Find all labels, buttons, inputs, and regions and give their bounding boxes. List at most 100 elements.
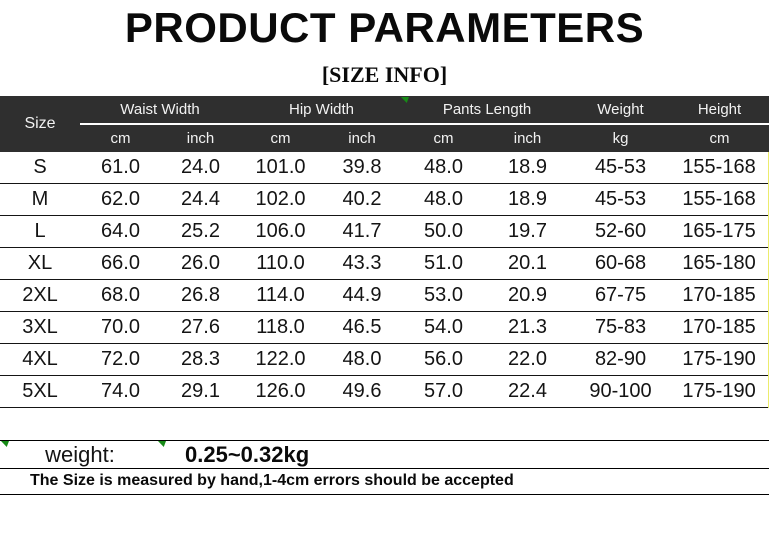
- size-table: Size Waist Width Hip Width Pants Length …: [0, 96, 769, 408]
- table-row: L 64.0 25.2 106.0 41.7 50.0 19.7 52-60 165-175: [0, 215, 769, 248]
- unit-header-pants-cm: cm: [403, 124, 485, 152]
- value-cell: 24.4: [161, 183, 241, 216]
- value-cell: 22.0: [484, 343, 572, 376]
- table-body: S 61.0 24.0 101.0 39.8 48.0 18.9 45-53 155-168 M 6…: [0, 152, 769, 408]
- value-cell: 72.0: [80, 343, 161, 376]
- value-cell: 53.0: [403, 279, 485, 312]
- value-cell: 82-90: [571, 343, 671, 376]
- value-cell: 18.9: [484, 152, 572, 184]
- table-header: Size Waist Width Hip Width Pants Length …: [0, 96, 769, 152]
- table-row: M 62.0 24.4 102.0 40.2 48.0 18.9 45-53 155-168: [0, 183, 769, 216]
- size-cell: 4XL: [0, 343, 80, 376]
- table-row: 5XL 74.0 29.1 126.0 49.6 57.0 22.4 90-100 175-19…: [0, 375, 769, 408]
- size-cell: M: [0, 183, 80, 216]
- value-cell: 170-185: [670, 311, 769, 344]
- value-cell: 51.0: [403, 247, 485, 280]
- value-cell: 114.0: [240, 279, 322, 312]
- value-cell: 170-185: [670, 279, 769, 312]
- value-cell: 20.9: [484, 279, 572, 312]
- value-cell: 40.2: [321, 183, 404, 216]
- value-cell: 22.4: [484, 375, 572, 408]
- size-cell: L: [0, 215, 80, 248]
- value-cell: 74.0: [80, 375, 161, 408]
- value-cell: 57.0: [403, 375, 485, 408]
- value-cell: 101.0: [240, 152, 322, 184]
- value-cell: 24.0: [161, 152, 241, 184]
- value-cell: 61.0: [80, 152, 161, 184]
- group-header-weight: Weight: [571, 96, 671, 125]
- unit-header-height-cm: cm: [670, 124, 769, 152]
- weight-label: weight:: [45, 441, 115, 467]
- value-cell: 122.0: [240, 343, 322, 376]
- size-cell: XL: [0, 247, 80, 280]
- unit-header-weight-kg: kg: [571, 124, 671, 152]
- value-cell: 48.0: [321, 343, 404, 376]
- value-cell: 175-190: [670, 343, 769, 376]
- size-cell: 3XL: [0, 311, 80, 344]
- note-text: The Size is measured by hand,1-4cm error…: [30, 472, 514, 489]
- table-row: 3XL 70.0 27.6 118.0 46.5 54.0 21.3 75-83 170-185: [0, 311, 769, 344]
- table-row: XL 66.0 26.0 110.0 43.3 51.0 20.1 60-68 165-180: [0, 247, 769, 280]
- group-header-waist-width: Waist Width: [80, 96, 241, 125]
- unit-header-waist-cm: cm: [80, 124, 161, 152]
- value-cell: 20.1: [484, 247, 572, 280]
- value-cell: 64.0: [80, 215, 161, 248]
- green-corner-triangle-icon: [158, 441, 166, 447]
- size-info-subtitle: [SIZE INFO]: [321, 62, 448, 87]
- weight-value: 0.25~0.32kg: [185, 441, 310, 467]
- value-cell: 26.8: [161, 279, 241, 312]
- unit-header-pants-inch: inch: [484, 124, 572, 152]
- size-cell: S: [0, 152, 80, 184]
- group-header-hip-width: Hip Width: [240, 96, 404, 125]
- table-row: S 61.0 24.0 101.0 39.8 48.0 18.9 45-53 155-168: [0, 152, 769, 184]
- table-row: 4XL 72.0 28.3 122.0 48.0 56.0 22.0 82-90 175-190: [0, 343, 769, 376]
- unit-header-row: cm inch cm inch cm inch kg cm: [0, 124, 769, 152]
- value-cell: 39.8: [321, 152, 404, 184]
- value-cell: 48.0: [403, 183, 485, 216]
- value-cell: 48.0: [403, 152, 485, 184]
- value-cell: 50.0: [403, 215, 485, 248]
- value-cell: 26.0: [161, 247, 241, 280]
- group-header-height: Height: [670, 96, 769, 125]
- green-corner-triangle-icon: [1, 441, 9, 447]
- value-cell: 49.6: [321, 375, 404, 408]
- value-cell: 102.0: [240, 183, 322, 216]
- value-cell: 126.0: [240, 375, 322, 408]
- value-cell: 75-83: [571, 311, 671, 344]
- value-cell: 175-190: [670, 375, 769, 408]
- value-cell: 45-53: [571, 152, 671, 184]
- value-cell: 27.6: [161, 311, 241, 344]
- unit-header-waist-inch: inch: [161, 124, 241, 152]
- value-cell: 165-180: [670, 247, 769, 280]
- value-cell: 25.2: [161, 215, 241, 248]
- value-cell: 54.0: [403, 311, 485, 344]
- value-cell: 68.0: [80, 279, 161, 312]
- table-row: 2XL 68.0 26.8 114.0 44.9 53.0 20.9 67-75 170-185: [0, 279, 769, 312]
- note-row: The Size is measured by hand,1-4cm error…: [0, 468, 769, 495]
- value-cell: 19.7: [484, 215, 572, 248]
- size-column-header: Size: [0, 96, 80, 152]
- value-cell: 18.9: [484, 183, 572, 216]
- size-cell: 2XL: [0, 279, 80, 312]
- value-cell: 41.7: [321, 215, 404, 248]
- page-title: PRODUCT PARAMETERS: [124, 4, 645, 51]
- value-cell: 43.3: [321, 247, 404, 280]
- size-table-container: Size Waist Width Hip Width Pants Length …: [0, 96, 769, 408]
- value-cell: 44.9: [321, 279, 404, 312]
- unit-header-hip-inch: inch: [321, 124, 404, 152]
- green-corner-triangle-icon: [401, 97, 409, 103]
- value-cell: 56.0: [403, 343, 485, 376]
- value-cell: 66.0: [80, 247, 161, 280]
- value-cell: 70.0: [80, 311, 161, 344]
- value-cell: 118.0: [240, 311, 322, 344]
- value-cell: 165-175: [670, 215, 769, 248]
- value-cell: 28.3: [161, 343, 241, 376]
- value-cell: 155-168: [670, 152, 769, 184]
- value-cell: 45-53: [571, 183, 671, 216]
- value-cell: 46.5: [321, 311, 404, 344]
- group-header-row: Size Waist Width Hip Width Pants Length …: [0, 96, 769, 152]
- value-cell: 106.0: [240, 215, 322, 248]
- size-cell: 5XL: [0, 375, 80, 408]
- weight-row: weight: 0.25~0.32kg: [0, 440, 769, 469]
